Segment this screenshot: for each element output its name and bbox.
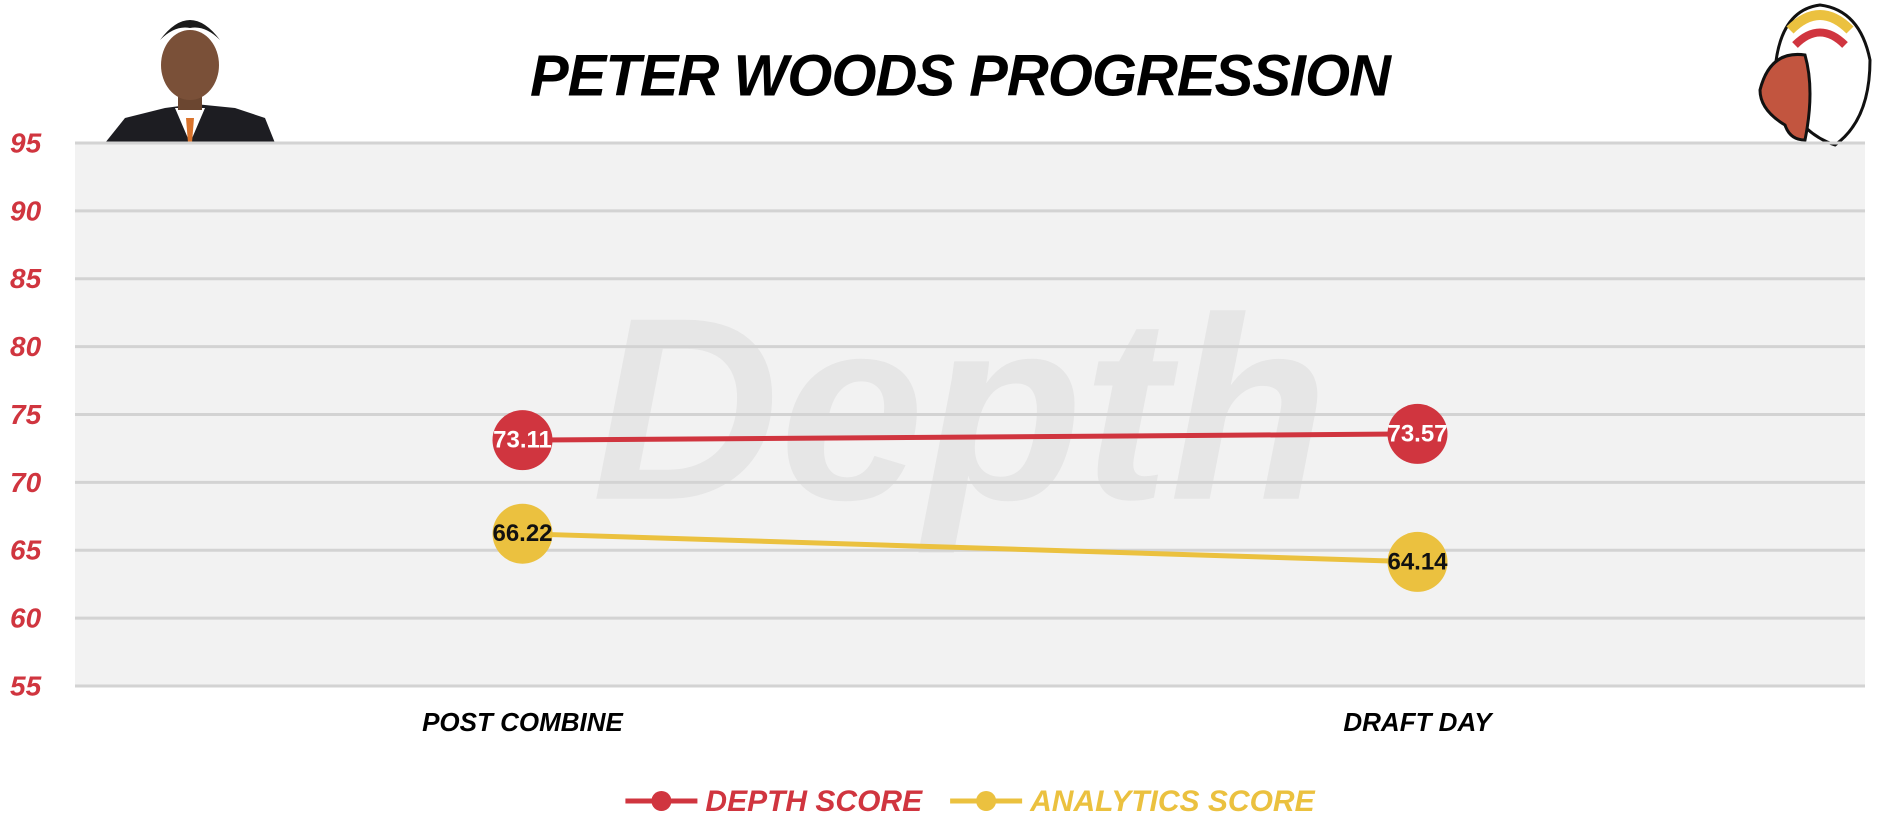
- x-tick-label: DRAFT DAY: [1343, 707, 1494, 737]
- data-label: 73.57: [1387, 420, 1447, 447]
- data-point: [1387, 531, 1448, 592]
- data-label: 66.22: [492, 520, 552, 547]
- y-tick-label: 65: [10, 535, 42, 566]
- y-tick-label: 95: [10, 127, 42, 158]
- data-point: [492, 410, 553, 471]
- y-tick-label: 70: [10, 467, 42, 498]
- x-tick-label: POST COMBINE: [422, 707, 623, 737]
- y-tick-label: 85: [10, 263, 42, 294]
- y-tick-label: 75: [10, 399, 42, 430]
- y-tick-label: 80: [10, 331, 42, 362]
- team-logo: [1758, 3, 1872, 147]
- y-tick-label: 55: [10, 670, 42, 701]
- legend-marker: [976, 791, 997, 811]
- player-photo: [105, 20, 275, 143]
- chart-title: PETER WOODS PROGRESSION: [530, 43, 1392, 108]
- legend: DEPTH SCORE ANALYTICS SCORE: [625, 785, 1316, 818]
- legend-label: DEPTH SCORE: [705, 785, 923, 818]
- y-tick-label: 90: [10, 195, 42, 226]
- legend-label: ANALYTICS SCORE: [1029, 785, 1315, 818]
- data-label: 64.14: [1387, 548, 1448, 575]
- data-label: 73.11: [493, 427, 552, 454]
- legend-marker: [651, 791, 672, 811]
- data-point: [1387, 403, 1448, 464]
- data-point: [492, 503, 553, 564]
- series-line: [522, 531, 1418, 565]
- y-tick-label: 60: [10, 603, 42, 634]
- series-line: [522, 431, 1418, 443]
- watermark: Depth: [592, 265, 1329, 556]
